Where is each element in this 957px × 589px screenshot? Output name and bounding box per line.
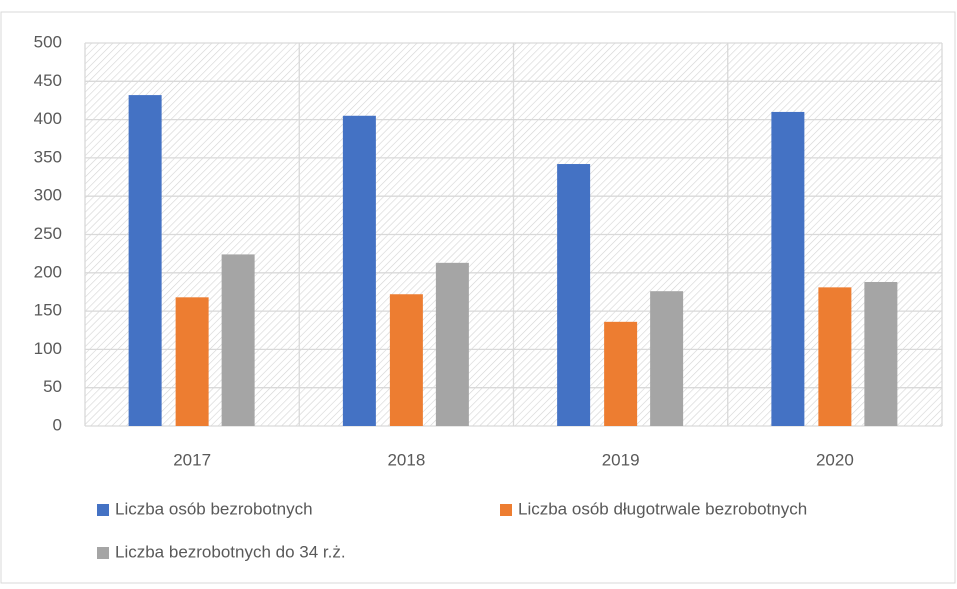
y-tick-label: 200: [34, 262, 62, 281]
legend-label: Liczba osób długotrwale bezrobotnych: [518, 499, 807, 518]
legend-label: Liczba bezrobotnych do 34 r.ż.: [115, 542, 346, 561]
y-tick-label: 250: [34, 224, 62, 243]
bar: [128, 95, 162, 426]
bar: [435, 262, 469, 426]
y-tick-label: 0: [53, 415, 62, 434]
x-tick-label: 2019: [602, 450, 640, 469]
legend-swatch: [97, 547, 109, 559]
legend-label: Liczba osób bezrobotnych: [115, 499, 313, 518]
x-tick-label: 2017: [173, 450, 211, 469]
y-tick-label: 400: [34, 109, 62, 128]
bar: [221, 254, 255, 426]
bar: [389, 294, 423, 426]
bar: [864, 281, 898, 426]
legend-swatch: [97, 504, 109, 516]
x-tick-label: 2018: [387, 450, 425, 469]
y-tick-label: 350: [34, 147, 62, 166]
bar: [604, 321, 638, 426]
x-tick-label: 2020: [816, 450, 854, 469]
bar: [342, 115, 376, 427]
y-tick-label: 500: [34, 32, 62, 51]
legend-swatch: [500, 504, 512, 516]
y-tick-label: 50: [43, 377, 62, 396]
bar: [818, 287, 852, 426]
bar: [175, 297, 209, 426]
y-tick-label: 300: [34, 186, 62, 205]
y-tick-label: 100: [34, 339, 62, 358]
bar: [650, 291, 684, 426]
y-tick-label: 450: [34, 71, 62, 90]
bar: [557, 164, 591, 426]
bar: [771, 111, 805, 426]
y-tick-label: 150: [34, 301, 62, 320]
